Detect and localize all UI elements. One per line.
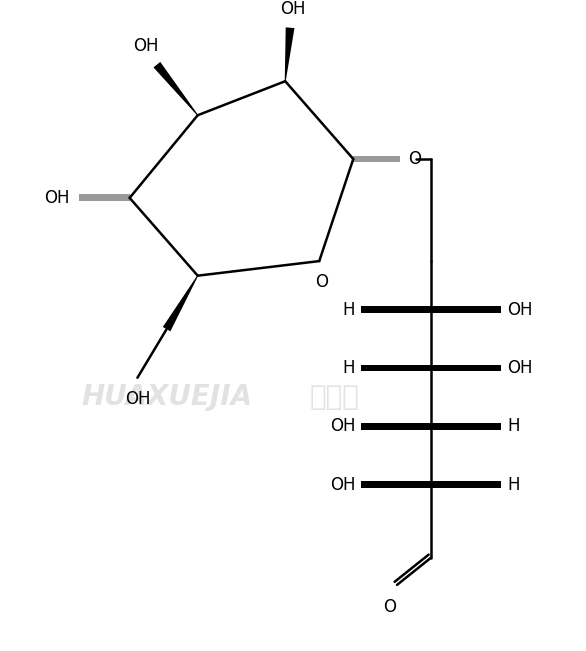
Polygon shape (361, 365, 431, 372)
Text: O: O (383, 598, 396, 616)
Polygon shape (361, 423, 431, 430)
Text: OH: OH (330, 417, 355, 436)
Polygon shape (361, 307, 431, 313)
Text: O: O (408, 150, 421, 168)
Text: OH: OH (134, 37, 159, 55)
Polygon shape (431, 365, 501, 372)
Polygon shape (163, 275, 198, 331)
Polygon shape (353, 156, 400, 162)
Text: H: H (343, 359, 355, 377)
Text: H: H (507, 417, 519, 436)
Text: OH: OH (125, 391, 150, 408)
Text: OH: OH (44, 189, 69, 207)
Text: OH: OH (507, 359, 533, 377)
Polygon shape (361, 481, 431, 488)
Text: OH: OH (330, 476, 355, 493)
Polygon shape (431, 307, 501, 313)
Text: H: H (343, 301, 355, 319)
Polygon shape (285, 27, 294, 81)
Text: O: O (315, 273, 328, 291)
Text: H: H (507, 476, 519, 493)
Text: HUAXUEJIA: HUAXUEJIA (81, 383, 252, 411)
Text: OH: OH (280, 0, 306, 18)
Polygon shape (431, 423, 501, 430)
Text: OH: OH (507, 301, 533, 319)
Polygon shape (154, 62, 198, 115)
Polygon shape (431, 481, 501, 488)
Polygon shape (79, 195, 130, 201)
Text: 化学加: 化学加 (309, 383, 359, 411)
